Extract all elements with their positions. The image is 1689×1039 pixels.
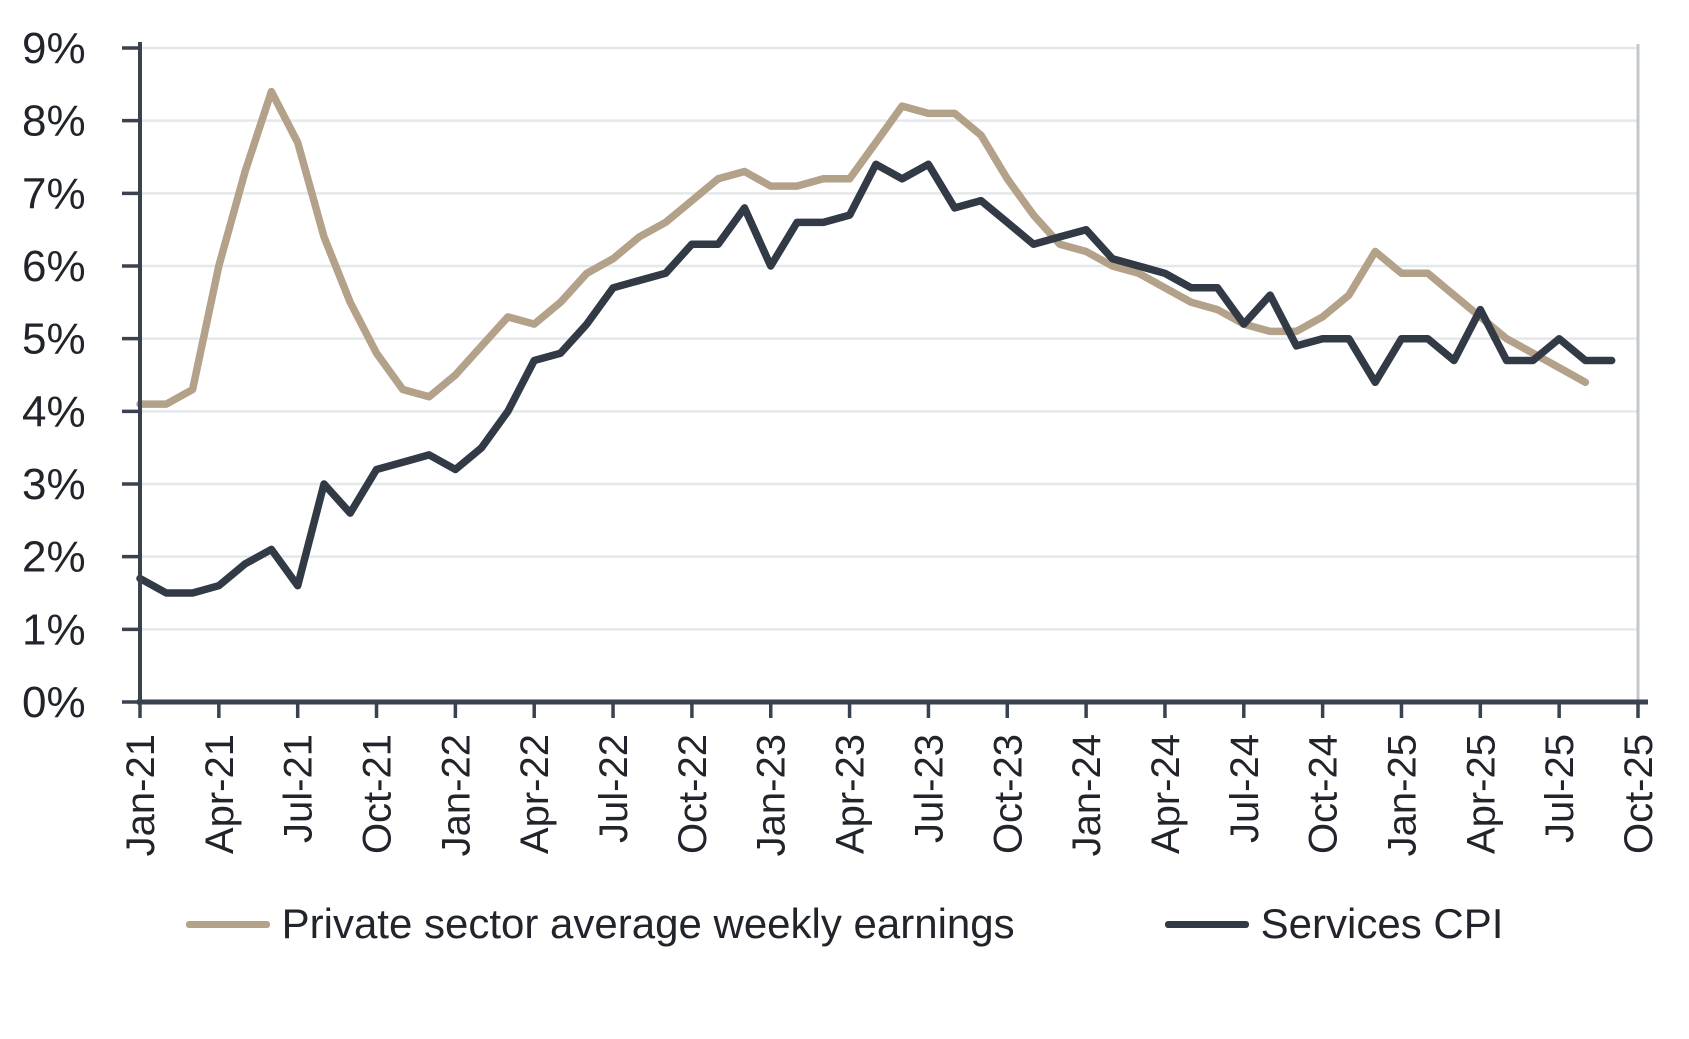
x-tick-label-Apr-24: Apr-24	[1144, 734, 1188, 854]
legend-item-services-cpi: Services CPI	[1164, 900, 1504, 948]
x-tick-label-Oct-22: Oct-22	[671, 734, 715, 854]
legend: Private sector average weekly earnings S…	[0, 900, 1689, 948]
legend-label-earnings: Private sector average weekly earnings	[281, 900, 1015, 947]
x-tick-label-Jan-25: Jan-25	[1380, 734, 1424, 856]
x-tick-label-Oct-25: Oct-25	[1617, 734, 1661, 854]
x-tick-label-Jan-23: Jan-23	[750, 734, 794, 856]
earnings-line-swatch	[185, 920, 270, 928]
x-tick-label-Jul-25: Jul-25	[1538, 734, 1582, 843]
x-tick-label-Apr-21: Apr-21	[198, 734, 242, 854]
x-tick-label-Oct-24: Oct-24	[1302, 734, 1346, 854]
x-tick-label-Jan-21: Jan-21	[119, 734, 163, 856]
y-tick-label-9%: 9%	[22, 24, 86, 73]
x-tick-label-Jul-24: Jul-24	[1223, 734, 1267, 843]
legend-item-earnings: Private sector average weekly earnings	[185, 900, 1015, 948]
x-tick-label-Apr-23: Apr-23	[829, 734, 873, 854]
services-cpi-line-swatch	[1164, 920, 1249, 928]
chart-canvas: 0% 1% 2% 3% 4% 5% 6% 7% 8% 9% Jan-21 Apr-21 Jul-21 Oc…	[22, 24, 1661, 856]
y-tick-label-0%: 0%	[22, 678, 86, 727]
y-tick-label-1%: 1%	[22, 605, 86, 654]
earnings-line	[136, 87, 1590, 408]
x-tick-label-Jan-24: Jan-24	[1065, 734, 1109, 856]
x-tick-label-Oct-21: Oct-21	[356, 734, 400, 854]
y-tick-label-8%: 8%	[22, 97, 86, 146]
y-tick-label-5%: 5%	[22, 315, 86, 364]
x-tick-label-Jul-23: Jul-23	[907, 734, 951, 843]
y-tick-label-6%: 6%	[22, 242, 86, 291]
y-tick-label-2%: 2%	[22, 533, 86, 582]
x-tick-label-Apr-25: Apr-25	[1459, 734, 1503, 854]
x-tick-label-Jul-21: Jul-21	[277, 734, 321, 843]
services-cpi-line	[136, 160, 1616, 597]
x-tick-label-Oct-23: Oct-23	[986, 734, 1030, 854]
x-tick-label-Jan-22: Jan-22	[434, 734, 478, 856]
y-tick-label-3%: 3%	[22, 460, 86, 509]
legend-label-services-cpi: Services CPI	[1260, 900, 1504, 947]
x-tick-label-Jul-22: Jul-22	[592, 734, 636, 843]
y-tick-label-7%: 7%	[22, 169, 86, 218]
x-tick-label-Apr-22: Apr-22	[513, 734, 557, 854]
y-tick-label-4%: 4%	[22, 387, 86, 436]
